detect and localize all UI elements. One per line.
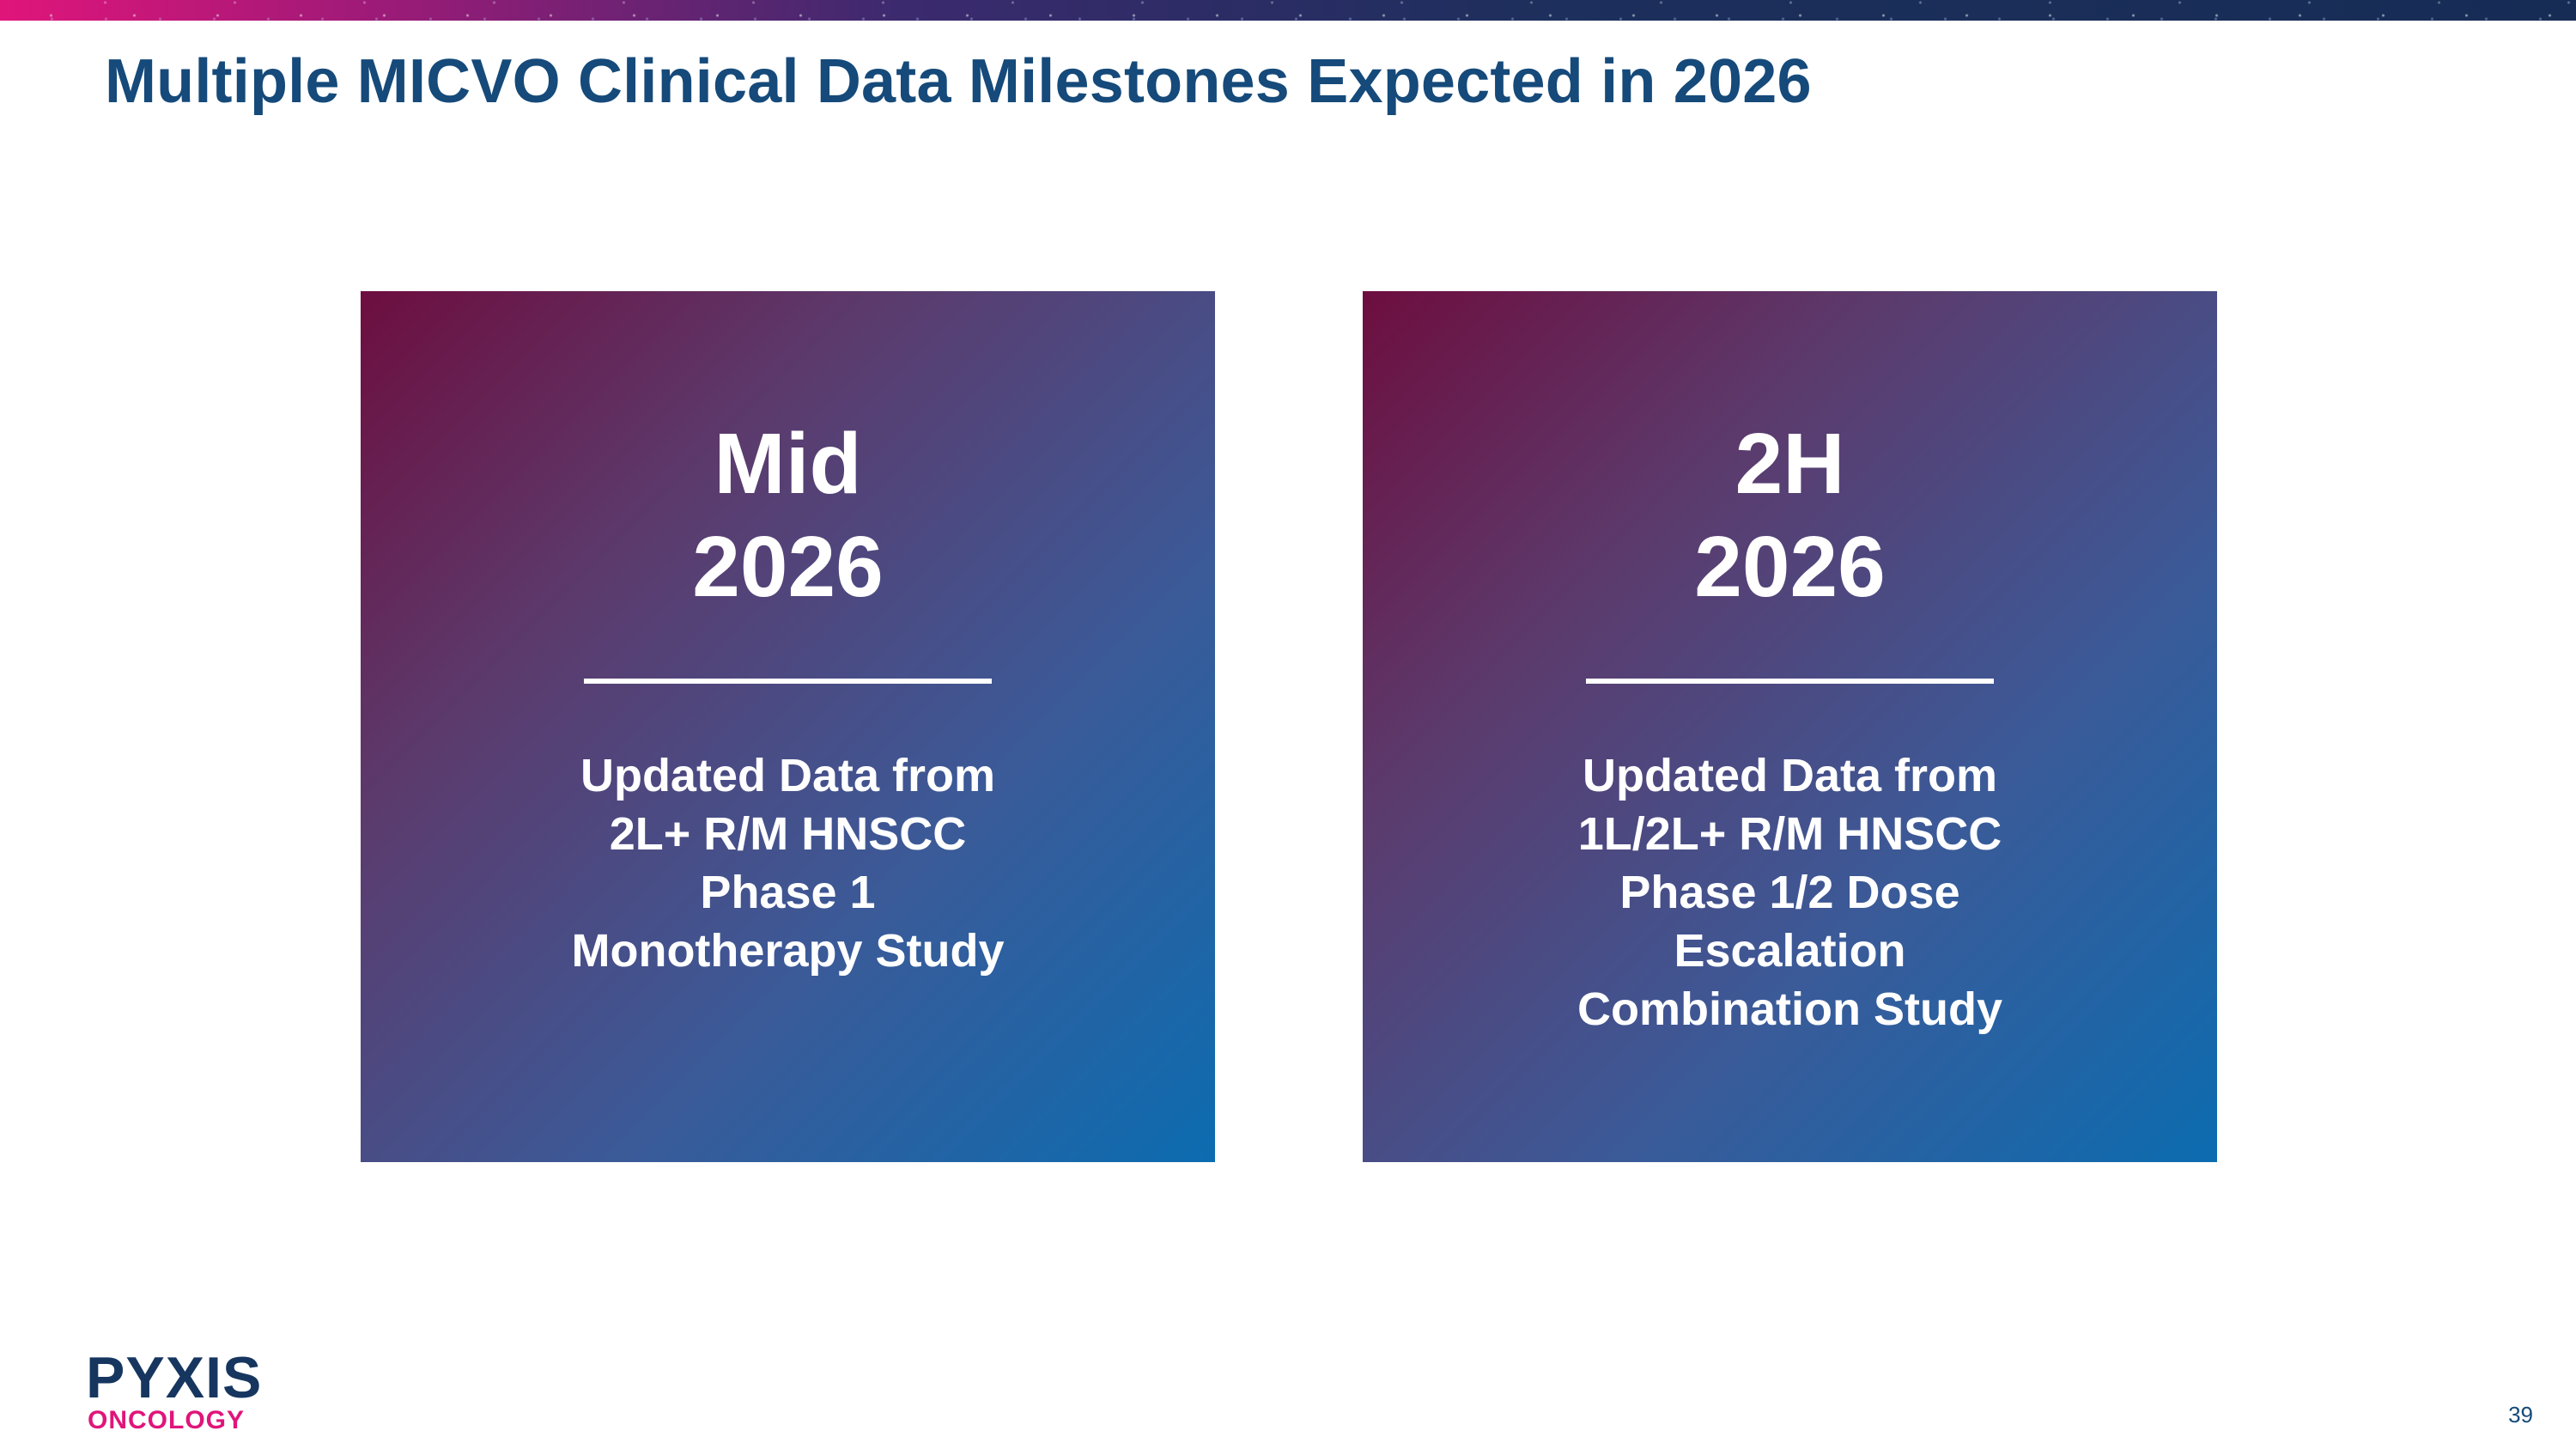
milestone-timing: 2H 2026 <box>1694 416 1886 615</box>
pyxis-oncology-logo: PYXIS ONCOLOGY <box>86 1349 261 1434</box>
slide-title: Multiple MICVO Clinical Data Milestones … <box>105 47 1812 116</box>
starfield-decoration <box>0 0 2576 21</box>
logo-subtitle: ONCOLOGY <box>88 1406 246 1434</box>
milestone-divider <box>1586 679 1994 684</box>
milestone-card-2h-2026: 2H 2026 Updated Data from 1L/2L+ R/M HNS… <box>1363 291 2217 1162</box>
milestone-divider <box>584 679 992 684</box>
top-banner <box>0 0 2576 21</box>
milestone-timing: Mid 2026 <box>692 416 884 615</box>
milestone-card-mid-2026: Mid 2026 Updated Data from 2L+ R/M HNSCC… <box>361 291 1215 1162</box>
milestone-description: Updated Data from 1L/2L+ R/M HNSCC Phase… <box>1577 750 2002 1035</box>
logo-wordmark: PYXIS <box>86 1345 263 1410</box>
page-number: 39 <box>2508 1402 2533 1428</box>
milestone-description: Updated Data from 2L+ R/M HNSCC Phase 1 … <box>571 750 1005 977</box>
